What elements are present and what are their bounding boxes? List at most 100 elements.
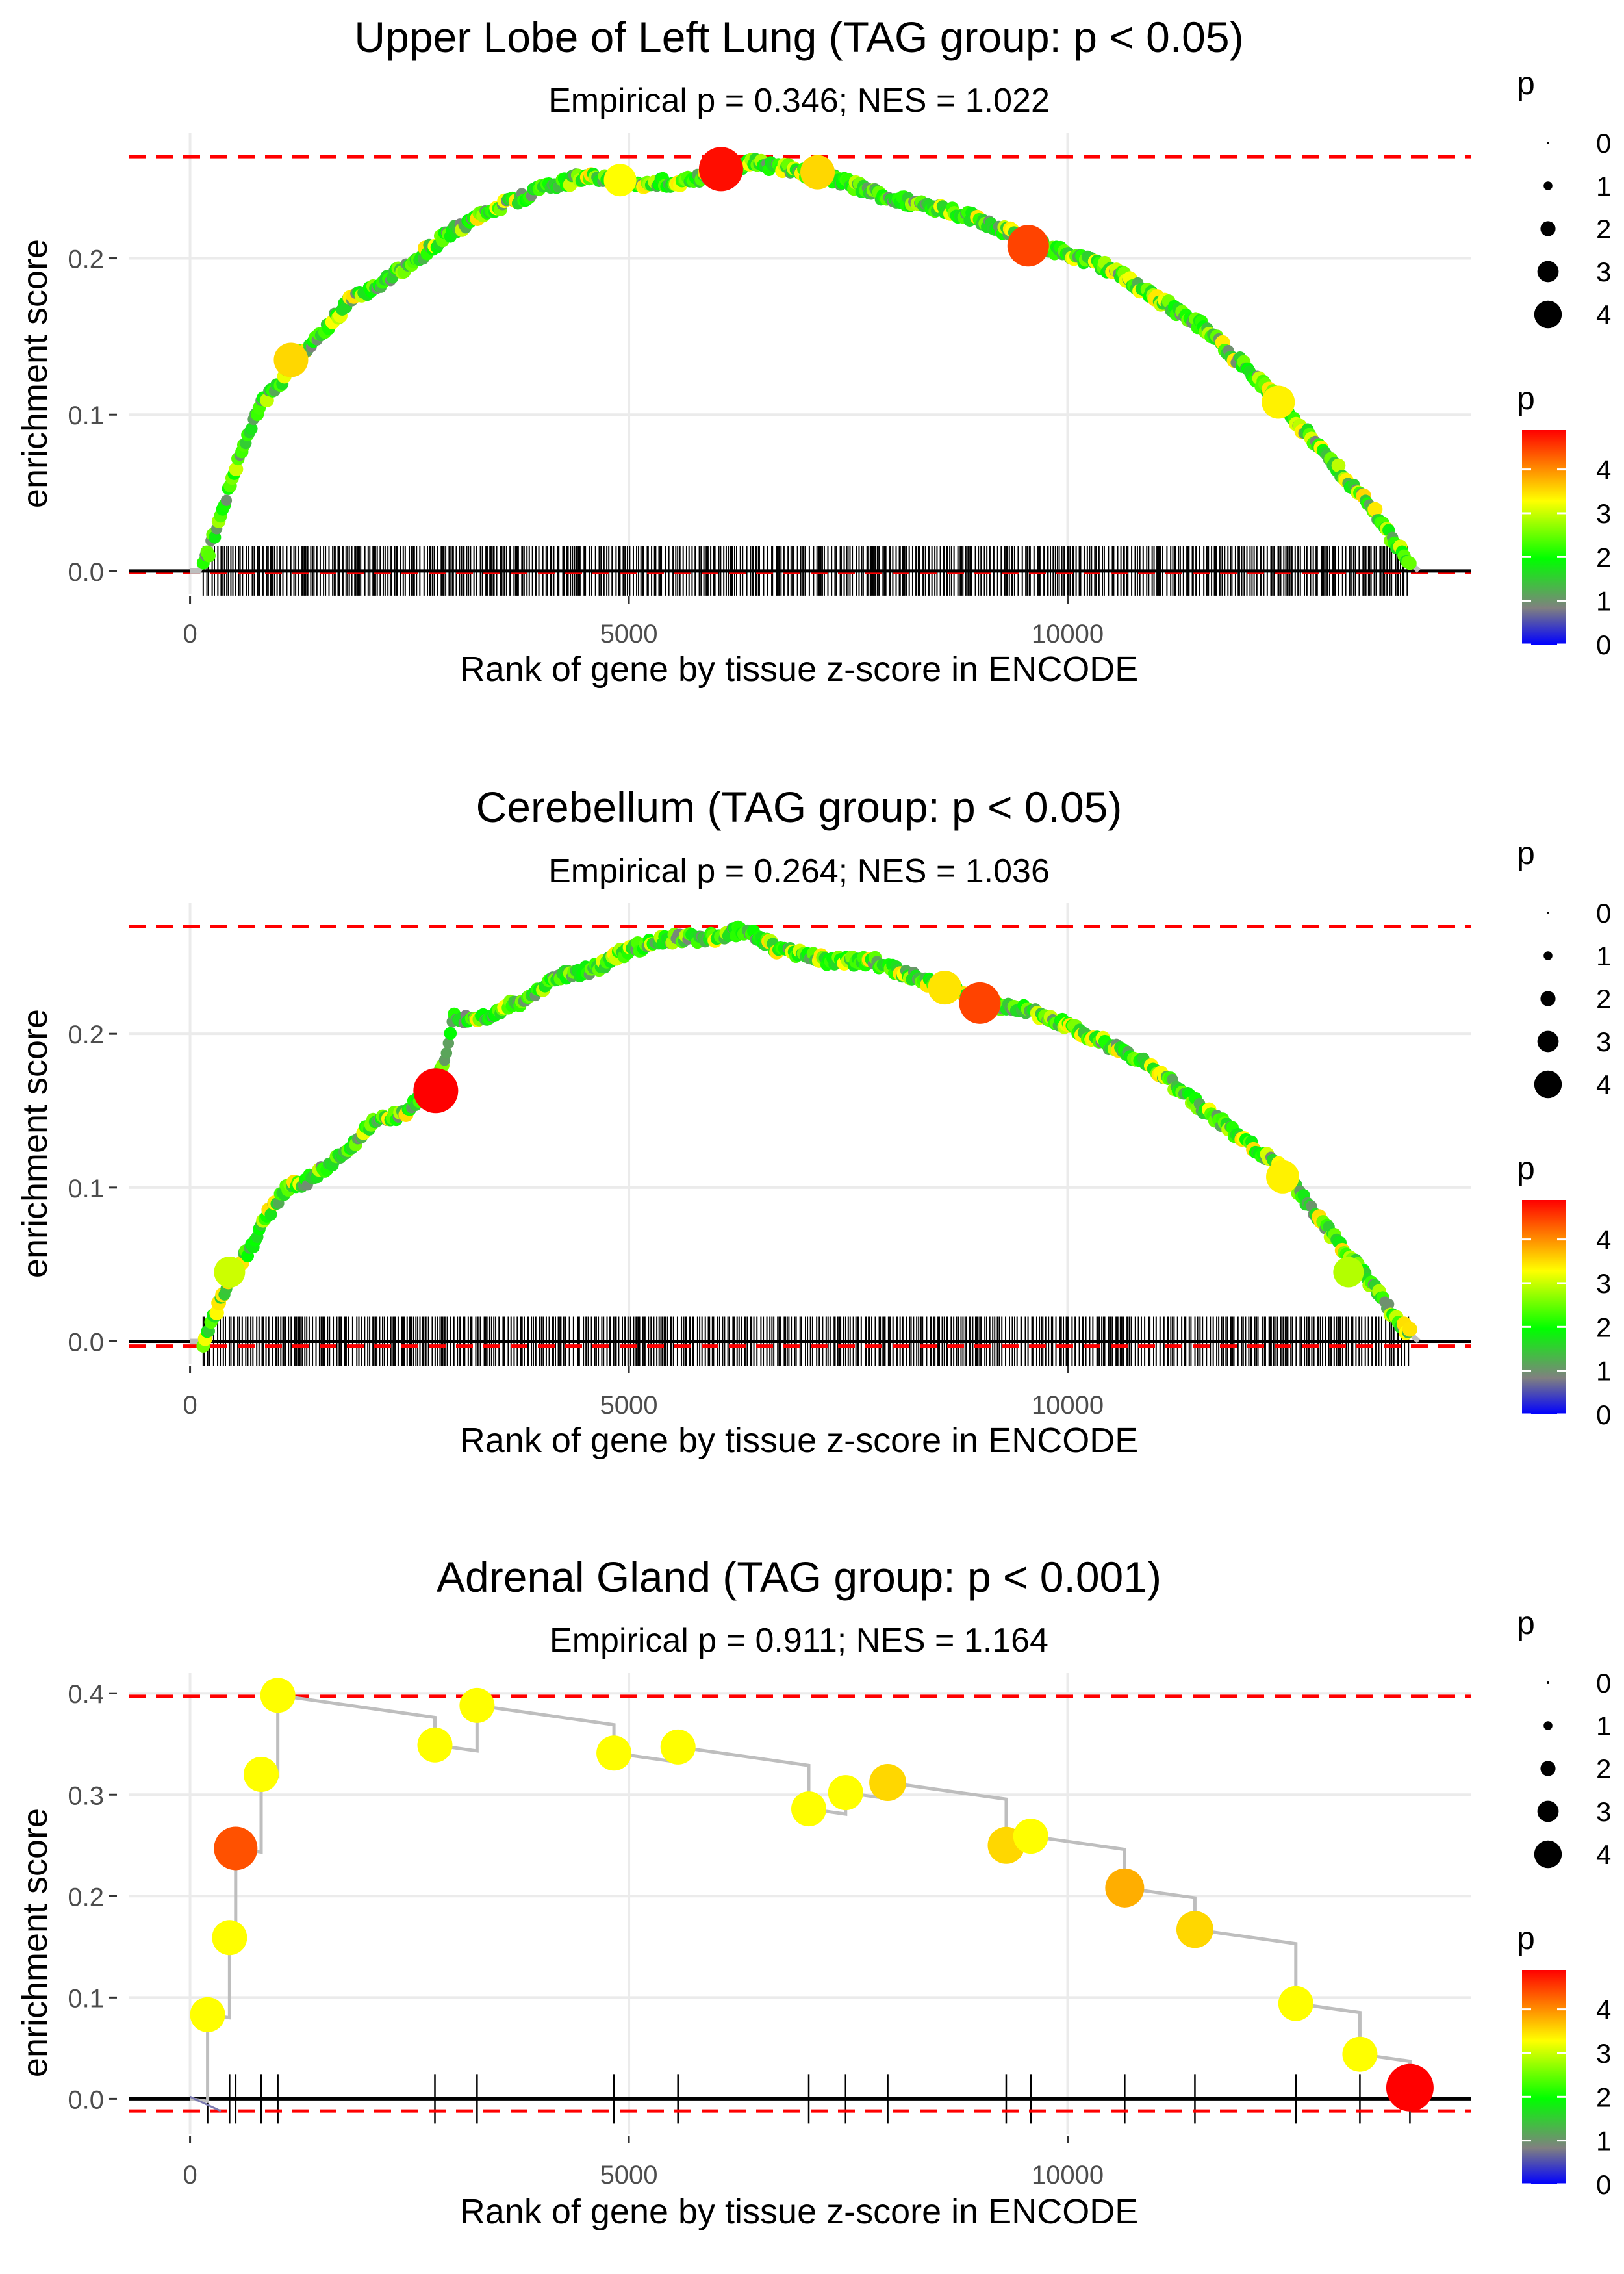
x-tick-label: 5000 [600,620,658,648]
size-legend-label: 1 [1596,1711,1611,1741]
color-legend-label: 3 [1596,498,1611,529]
chart-title: Adrenal Gland (TAG group: p < 0.001) [437,1553,1161,1601]
legend: p 0 1 2 3 4 p 4 3 2 1 0 [1517,835,1611,1430]
es-point [220,494,233,506]
es-highlight-point [603,164,637,197]
size-legend-key [1534,300,1562,329]
es-point [1403,556,1417,570]
x-tick-label: 10000 [1032,2161,1104,2190]
size-legend-key [1537,1030,1559,1053]
es-point [1342,2036,1378,2072]
es-step-line [190,1693,1420,2104]
es-highlight-point [959,982,1001,1024]
x-tick-label: 10000 [1032,1391,1104,1420]
es-series [129,920,1471,1353]
chart-subtitle: Empirical p = 0.911; NES = 1.164 [550,1622,1048,1659]
x-tick-label: 0 [183,620,197,648]
chart-subtitle: Empirical p = 0.346; NES = 1.022 [548,82,1050,120]
x-tick-label: 10000 [1032,620,1104,648]
y-axis: 0.0 0.1 0.2 0.3 0.4 [68,1680,117,2114]
es-point [1278,1986,1313,2021]
size-legend-label: 0 [1596,1668,1611,1698]
size-legend-label: 4 [1596,1839,1611,1870]
x-axis-label: Rank of gene by tissue z-score in ENCODE [460,2192,1138,2231]
y-axis: 0.0 0.1 0.2 [68,246,117,587]
color-legend-label: 2 [1596,1312,1611,1342]
color-legend-label: 1 [1596,1356,1611,1386]
es-point [828,1775,863,1811]
size-legend-label: 2 [1596,984,1611,1014]
x-tick-label: 5000 [600,2161,658,2190]
es-point [202,548,216,563]
size-legend-key [1537,1800,1559,1822]
es-series [129,1678,1471,2112]
color-legend-label: 0 [1596,2169,1611,2200]
es-point [596,1735,632,1771]
color-legend-bar [1522,1200,1566,1414]
y-tick-label: 0.2 [68,246,104,274]
size-legend-label: 4 [1596,1069,1611,1100]
color-legend-label: 3 [1596,2038,1611,2069]
color-legend-title: p [1517,380,1535,416]
size-legend-key [1547,912,1549,914]
y-tick-label: 0.4 [68,1680,104,1709]
x-tick-label: 0 [183,2161,197,2190]
y-axis-label: enrichment score [16,1009,55,1278]
color-legend-label: 4 [1596,1225,1611,1255]
grid [129,133,1471,594]
es-point [1331,458,1346,473]
size-legend-key [1540,1761,1556,1776]
x-axis-label: Rank of gene by tissue z-score in ENCODE [460,650,1138,689]
x-axis: 0 5000 10000 [183,596,1104,648]
es-point [444,1027,457,1040]
x-tick-label: 0 [183,1391,197,1420]
y-axis: 0.0 0.1 0.2 [68,1021,117,1357]
color-legend-label: 0 [1596,1399,1611,1430]
es-point [442,1037,455,1049]
size-legend-label: 3 [1596,1796,1611,1827]
size-legend-key [1534,1840,1562,1869]
color-legend-label: 1 [1596,2126,1611,2156]
panel-adrenal-gland: Adrenal Gland (TAG group: p < 0.001) Emp… [16,1553,1611,2231]
es-threshold-lines [129,155,1471,574]
color-legend-label: 2 [1596,542,1611,572]
es-point [229,462,244,477]
size-legend-key [1537,261,1559,283]
size-legend-label: 1 [1596,941,1611,971]
es-point [1013,1819,1048,1854]
es-point [791,1791,827,1827]
es-point [260,1678,296,1713]
size-legend-key [1540,991,1556,1006]
grid [129,1673,1471,2134]
es-highlight-point [1262,385,1295,419]
es-highlight-point [273,342,309,377]
es-point [245,422,258,435]
color-legend-label: 2 [1596,2082,1611,2112]
chart-title: Cerebellum (TAG group: p < 0.05) [476,783,1123,831]
es-point [1386,2063,1434,2112]
es-highlight-point [1266,1160,1300,1194]
size-legend-key [1540,221,1556,236]
x-axis: 0 5000 10000 [183,2136,1104,2190]
size-legend-title: p [1517,1605,1535,1641]
color-legend-label: 0 [1596,630,1611,660]
es-highlight-point [928,971,962,1005]
color-legend-label: 1 [1596,586,1611,617]
y-tick-label: 0.0 [68,1329,104,1357]
es-highlight-point [1333,1257,1364,1288]
size-legend-label: 1 [1596,171,1611,201]
es-highlight-point [214,1257,246,1288]
panel-upper-lobe-left-lung: Upper Lobe of Left Lung (TAG group: p < … [16,13,1611,689]
es-point [440,1047,453,1059]
es-point [1176,1911,1213,1948]
grid [129,903,1471,1364]
size-legend-key [1543,181,1553,190]
es-point [660,1729,696,1765]
x-axis: 0 5000 10000 [183,1366,1104,1420]
size-legend-label: 0 [1596,898,1611,928]
es-highlight-point [800,155,835,190]
es-point [1367,502,1383,517]
size-legend-key [1543,1721,1553,1730]
es-point [459,1687,495,1723]
